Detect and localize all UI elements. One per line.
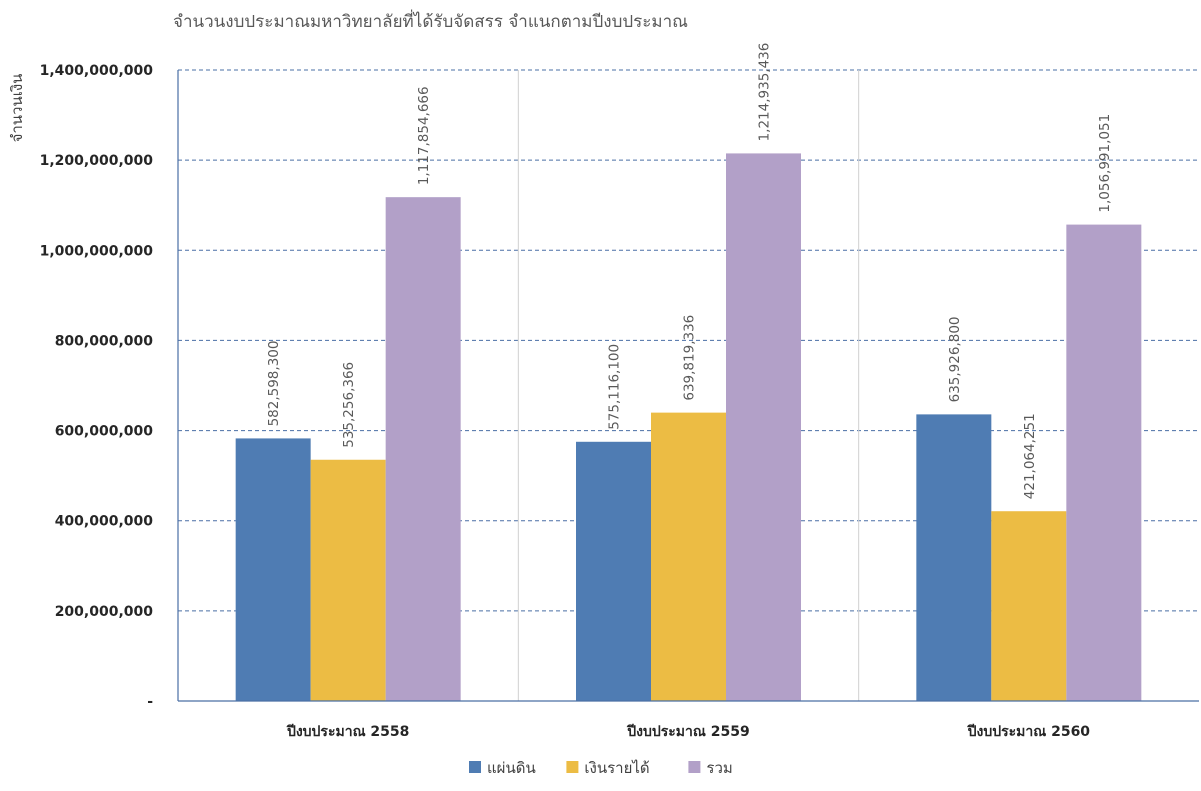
bar [1066, 224, 1142, 701]
bar [385, 197, 461, 701]
y-tick-label: - [147, 694, 153, 710]
chart-title: จำนวนงบประมาณมหาวิทยาลัยที่ได้รับจัดสรร … [173, 9, 688, 32]
x-tick-label: ปีงบประมาณ 2560 [966, 724, 1090, 740]
data-label: 575,116,100 [607, 344, 623, 430]
legend-swatch [566, 761, 579, 773]
data-label: 635,926,800 [947, 316, 963, 402]
y-tick-label: 400,000,000 [55, 514, 154, 530]
y-tick-label: 1,200,000,000 [40, 153, 154, 169]
legend: แผ่นดิน เงินรายได้ รวม [469, 759, 733, 777]
bar [576, 441, 651, 701]
data-label: 582,598,300 [266, 341, 282, 427]
axes: - 200,000,000 400,000,000 600,000,000 800,00… [40, 63, 1199, 740]
data-label: 1,056,991,051 [1097, 114, 1113, 213]
bar [916, 414, 992, 701]
bar [726, 153, 801, 701]
bars [235, 153, 1142, 701]
bar [310, 459, 386, 701]
bar [651, 412, 726, 701]
y-axis-label: จำนวนเงิน [8, 74, 26, 143]
data-label: 639,819,336 [682, 315, 698, 401]
y-tick-label: 800,000,000 [55, 333, 154, 349]
data-label: 421,064,251 [1022, 413, 1038, 499]
data-label: 1,117,854,666 [416, 86, 432, 185]
bar [235, 438, 311, 701]
y-tick-label: 600,000,000 [55, 424, 154, 440]
y-tick-label: 1,000,000,000 [40, 243, 154, 259]
legend-label: รวม [706, 759, 732, 777]
data-label: 535,256,366 [341, 362, 357, 448]
data-label: 1,214,935,436 [757, 43, 773, 142]
x-tick-label: ปีงบประมาณ 2559 [626, 724, 750, 740]
legend-swatch [688, 761, 701, 773]
legend-label: เงินรายได้ [584, 759, 649, 777]
data-labels: 582,598,300 535,256,366 1,117,854,666 575,1… [266, 43, 1113, 500]
bar [991, 511, 1067, 701]
legend-swatch [469, 761, 481, 773]
x-tick-label: ปีงบประมาณ 2558 [285, 724, 409, 740]
category-separators [517, 70, 860, 701]
y-tick-label: 200,000,000 [55, 604, 154, 620]
y-tick-label: 1,400,000,000 [40, 63, 154, 79]
legend-label: แผ่นดิน [487, 759, 536, 777]
